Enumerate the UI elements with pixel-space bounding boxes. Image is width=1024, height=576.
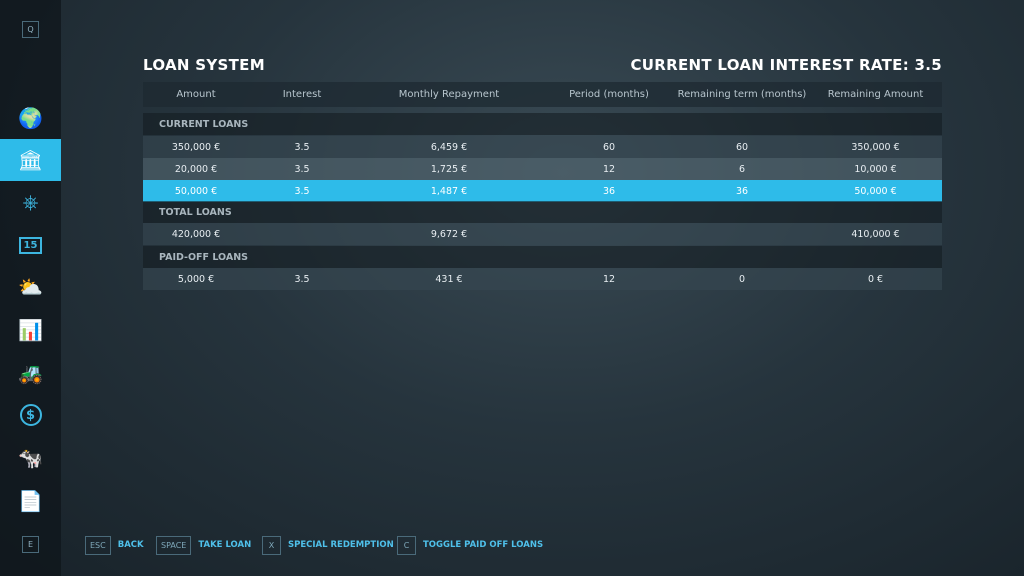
e-key-hint[interactable]: E [22, 536, 39, 553]
sidebar-item-calendar[interactable]: 15 [0, 224, 61, 266]
sidebar-item-tractor[interactable]: 🚜 [0, 352, 61, 394]
table-cell: 60 [602, 141, 616, 153]
button-label: BACK [117, 540, 144, 550]
statistics-icon: 📊 [18, 318, 43, 342]
table-cell: 3.5 [294, 185, 310, 197]
steering-wheel-icon: ⎈ [22, 190, 39, 214]
table-cell: 350,000 € [171, 141, 221, 153]
bank-icon: 🏛 [17, 148, 44, 172]
key-hint: SPACE [156, 535, 192, 555]
sidebar-item-statistics[interactable]: 📊 [0, 309, 61, 351]
table-cell: 36 [735, 185, 749, 197]
interest-rate-label: CURRENT LOAN INTEREST RATE: 3.5 [630, 56, 942, 74]
globe-map-icon: 🌍 [18, 106, 43, 130]
table-cell: 431 € [435, 273, 463, 285]
sidebar-item-steering-wheel[interactable]: ⎈ [0, 181, 61, 223]
key-hint: ESC [85, 535, 111, 555]
table-row[interactable]: 350,000 € 3.5 6,459 € 60 60 350,000 € [143, 136, 942, 158]
col-period: Period (months) [569, 89, 649, 100]
table-cell: 12 [602, 273, 616, 285]
table-cell: 9,672 € [430, 228, 468, 240]
section-current-loans: CURRENT LOANS [143, 113, 942, 135]
col-remaining-amount: Remaining Amount [827, 89, 924, 100]
table-cell: 60 [735, 141, 749, 153]
section-total-loans: TOTAL LOANS [143, 201, 942, 223]
button-label: SPECIAL REDEMPTION [288, 540, 394, 550]
col-remaining-term: Remaining term (months) [677, 89, 807, 100]
table-cell: 10,000 € [854, 163, 897, 175]
table-row[interactable]: 5,000 € 3.5 431 € 12 0 0 € [143, 268, 942, 290]
calendar-icon: 15 [18, 236, 43, 254]
table-row[interactable]: 420,000 € 9,672 € 410,000 € [143, 223, 942, 245]
sidebar-item-weather[interactable]: ⛅ [0, 266, 61, 308]
table-cell: 1,725 € [430, 163, 468, 175]
button-label: TAKE LOAN [198, 540, 252, 550]
table-cell: 12 [602, 163, 616, 175]
table-cell: 0 € [867, 273, 884, 285]
col-monthly: Monthly Repayment [398, 89, 500, 100]
table-cell: 6,459 € [430, 141, 468, 153]
weather-icon: ⛅ [18, 275, 43, 299]
key-hint: C [397, 535, 416, 555]
col-amount: Amount [176, 89, 216, 100]
table-cell: 3.5 [294, 141, 310, 153]
footer-button-toggle-paid-off-loans[interactable]: C TOGGLE PAID OFF LOANS [397, 535, 543, 555]
sidebar-item-bank[interactable]: 🏛 [0, 139, 61, 181]
dollar-icon: $ [19, 404, 42, 426]
col-interest: Interest [282, 89, 322, 100]
table-row[interactable]: 50,000 € 3.5 1,487 € 36 36 50,000 € [143, 180, 942, 202]
table-cell: 36 [602, 185, 616, 197]
cow-icon: 🐄 [18, 446, 43, 470]
contracts-icon: 📄 [18, 489, 43, 513]
sidebar-item-dollar[interactable]: $ [0, 394, 61, 436]
table-cell: 0 [738, 273, 746, 285]
footer-button-special-redemption[interactable]: X SPECIAL REDEMPTION [262, 535, 394, 555]
table-cell: 3.5 [294, 273, 310, 285]
footer-button-back[interactable]: ESC BACK [85, 535, 144, 555]
footer-button-take-loan[interactable]: SPACE TAKE LOAN [156, 535, 251, 555]
page-title: LOAN SYSTEM [143, 56, 265, 74]
sidebar: Q 🌍 🏛 ⎈ 15 ⛅ 📊 🚜 $ 🐄 📄 E [0, 0, 61, 576]
section-paid-off-loans: PAID-OFF LOANS [143, 246, 942, 268]
sidebar-item-globe-map[interactable]: 🌍 [0, 97, 61, 139]
sidebar-item-contracts[interactable]: 📄 [0, 480, 61, 522]
table-cell: 50,000 € [174, 185, 218, 197]
tractor-icon: 🚜 [18, 361, 43, 385]
sidebar-item-cow[interactable]: 🐄 [0, 437, 61, 479]
table-cell: 3.5 [294, 163, 310, 175]
table-cell: 50,000 € [854, 185, 897, 197]
table-cell: 6 [738, 163, 746, 175]
table-cell: 410,000 € [851, 228, 900, 240]
button-label: TOGGLE PAID OFF LOANS [423, 540, 544, 550]
table-cell: 20,000 € [174, 163, 218, 175]
table-cell: 420,000 € [171, 228, 221, 240]
table-row[interactable]: 20,000 € 3.5 1,725 € 12 6 10,000 € [143, 158, 942, 180]
table-cell: 5,000 € [177, 273, 215, 285]
q-key-hint[interactable]: Q [22, 21, 39, 38]
table-header: Amount Interest Monthly Repayment Period… [143, 82, 942, 107]
table-cell: 1,487 € [430, 185, 468, 197]
key-hint: X [262, 535, 281, 555]
table-cell: 350,000 € [851, 141, 900, 153]
